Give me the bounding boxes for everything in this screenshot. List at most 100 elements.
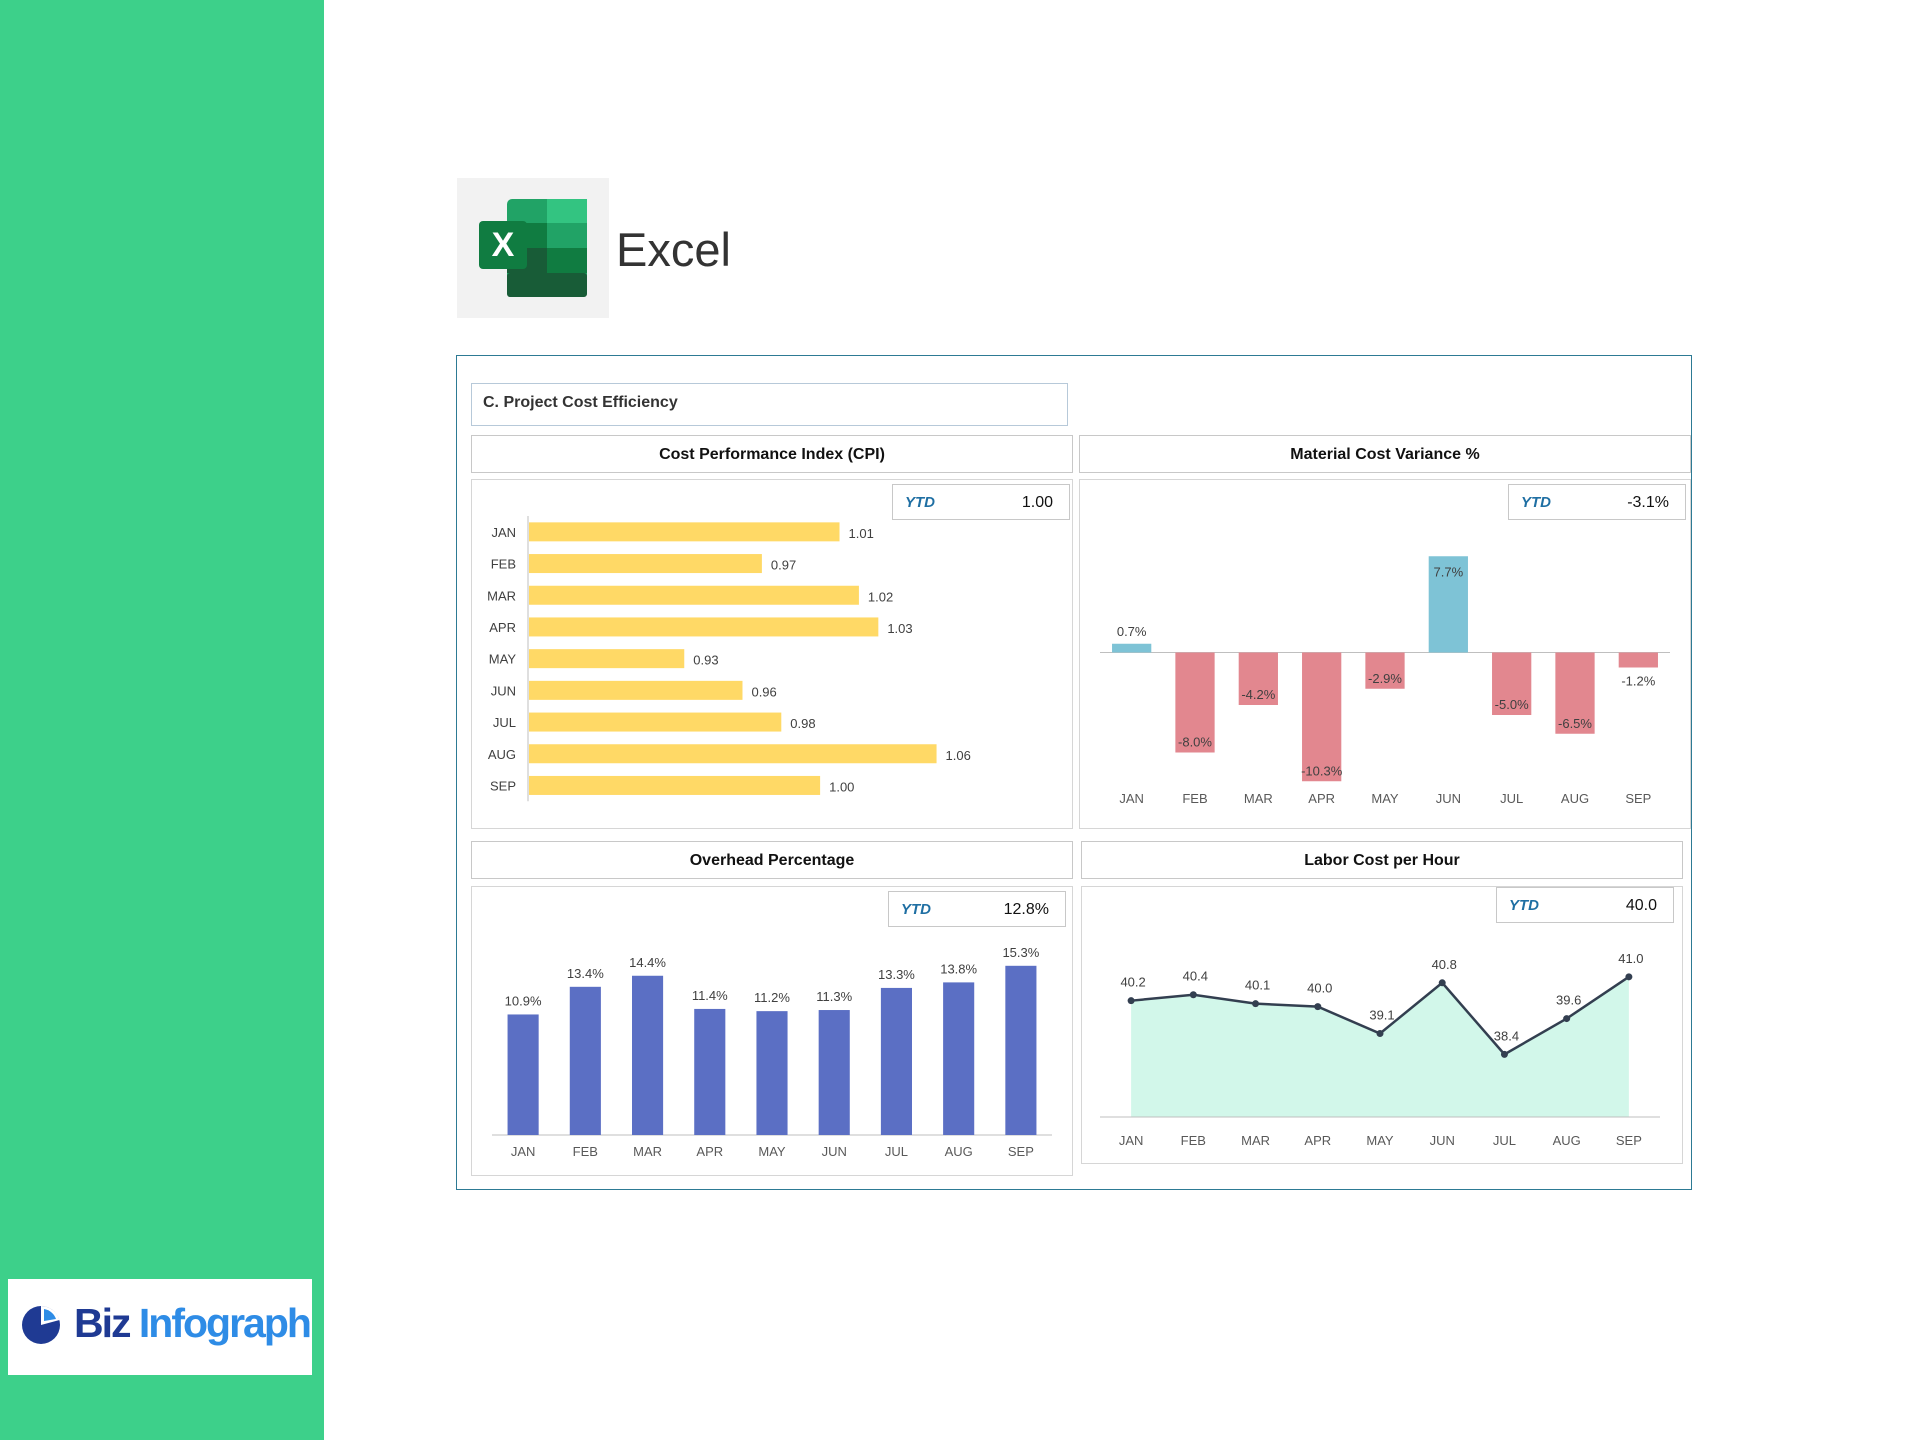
labor-data-label: 39.1: [1369, 1007, 1394, 1022]
labor-category-label: FEB: [1181, 1133, 1206, 1148]
labor-point: [1189, 991, 1197, 999]
cpi-category-label: APR: [489, 620, 516, 635]
labor-chart: 40.2 JAN 40.4 FEB 40.1 MAR 40.0 APR 39.1 MAY 40.8 J…: [1100, 951, 1660, 1148]
overhead-data-label: 11.2%: [754, 990, 790, 1005]
cpi-category-label: MAR: [487, 588, 516, 603]
material-ytd-label: YTD: [1521, 494, 1551, 511]
cpi-bar: [529, 744, 937, 764]
material-bar: [1112, 643, 1152, 653]
labor-panel: YTD 40.0 40.2 JAN 40.4 FEB 40.1 MAR 40.0 APR 39.…: [1081, 886, 1683, 1164]
material-bar: [1492, 652, 1532, 715]
overhead-bar: [756, 1011, 788, 1135]
logo-infograph-text: Infograph: [138, 1300, 312, 1346]
material-title: Material Cost Variance %: [1079, 435, 1691, 473]
material-data-label: -6.5%: [1558, 716, 1592, 731]
labor-data-label: 41.0: [1618, 951, 1643, 966]
cpi-chart: JAN 1.01 FEB 0.97 MAR 1.02 APR 1.03 MAY 0.93 JUN 0.…: [487, 516, 971, 802]
material-category-label: JUL: [1500, 791, 1523, 806]
labor-point: [1500, 1050, 1508, 1058]
overhead-bar: [943, 982, 975, 1135]
cpi-title: Cost Performance Index (CPI): [471, 435, 1073, 473]
overhead-data-label: 11.3%: [816, 989, 852, 1004]
sidebar: Biz Infograph: [0, 0, 324, 1440]
labor-data-label: 39.6: [1556, 993, 1581, 1008]
labor-point: [1625, 973, 1633, 981]
material-data-label: 7.7%: [1434, 564, 1464, 579]
overhead-category-label: MAR: [633, 1144, 662, 1159]
labor-category-label: APR: [1304, 1133, 1331, 1148]
overhead-bar: [1005, 965, 1037, 1135]
overhead-category-label: SEP: [1008, 1144, 1034, 1159]
cpi-bar: [529, 554, 762, 574]
excel-icon: X: [479, 199, 587, 297]
material-category-label: APR: [1308, 791, 1335, 806]
cpi-data-label: 1.00: [829, 779, 854, 794]
labor-category-label: MAY: [1366, 1133, 1394, 1148]
cpi-category-label: JUL: [493, 715, 516, 730]
overhead-ytd-label: YTD: [901, 901, 931, 918]
labor-point: [1314, 1003, 1322, 1011]
material-bar: [1175, 652, 1215, 753]
material-category-label: MAR: [1244, 791, 1273, 806]
app-name: Excel: [616, 223, 731, 276]
overhead-bar: [818, 1010, 850, 1135]
labor-data-label: 38.4: [1494, 1028, 1519, 1043]
section-title: C. Project Cost Efficiency: [471, 383, 1068, 426]
overhead-chart: 10.9% JAN 13.4% FEB 14.4% MAR 11.4% APR 11.2% MAY…: [492, 945, 1052, 1159]
cpi-data-label: 1.01: [849, 526, 874, 541]
labor-data-label: 40.4: [1183, 969, 1208, 984]
material-ytd-box: YTD -3.1%: [1508, 484, 1686, 520]
biz-infograph-logo[interactable]: Biz Infograph: [8, 1279, 312, 1375]
labor-category-label: JUL: [1493, 1133, 1516, 1148]
overhead-data-label: 10.9%: [505, 993, 542, 1008]
cpi-category-label: JUN: [491, 683, 516, 698]
labor-data-label: 40.2: [1120, 975, 1145, 990]
material-data-label: 0.7%: [1117, 624, 1147, 639]
overhead-data-label: 13.3%: [878, 967, 915, 982]
overhead-bar: [632, 975, 664, 1135]
material-bar: [1618, 652, 1658, 668]
labor-category-label: JAN: [1119, 1133, 1144, 1148]
cpi-category-label: MAY: [489, 652, 517, 667]
overhead-data-label: 14.4%: [629, 955, 666, 970]
labor-area: [1131, 976, 1629, 1117]
cpi-bar: [529, 522, 840, 542]
overhead-category-label: JAN: [511, 1144, 536, 1159]
cpi-data-label: 0.97: [771, 558, 796, 573]
cpi-bar: [529, 712, 782, 732]
overhead-bar: [569, 986, 601, 1135]
overhead-bar: [507, 1014, 539, 1135]
dashboard-frame: C. Project Cost Efficiency Cost Performa…: [456, 355, 1692, 1190]
material-bar: [1428, 556, 1468, 653]
svg-text:X: X: [492, 226, 515, 264]
cpi-category-label: FEB: [491, 557, 516, 572]
labor-point: [1376, 1029, 1384, 1037]
material-chart: 0.7% JAN -8.0% FEB -4.2% MAR -10.3% APR -2.9% MAY…: [1100, 556, 1670, 806]
overhead-data-label: 13.8%: [940, 961, 977, 976]
overhead-category-label: FEB: [573, 1144, 598, 1159]
material-category-label: JUN: [1436, 791, 1461, 806]
labor-point: [1563, 1015, 1571, 1023]
labor-point: [1252, 1000, 1260, 1008]
labor-data-label: 40.1: [1245, 978, 1270, 993]
overhead-ytd-value: 12.8%: [1003, 901, 1049, 918]
pie-logo-icon: [22, 1305, 60, 1344]
overhead-category-label: JUL: [885, 1144, 908, 1159]
overhead-ytd-box: YTD 12.8%: [888, 891, 1066, 927]
cpi-category-label: SEP: [490, 778, 516, 793]
labor-data-label: 40.0: [1307, 981, 1332, 996]
labor-ytd-box: YTD 40.0: [1496, 887, 1674, 923]
material-panel: YTD -3.1% 0.7% JAN -8.0% FEB -4.2% MAR -10.3% A…: [1079, 479, 1691, 829]
material-bar: [1302, 652, 1342, 782]
cpi-data-label: 1.06: [946, 748, 971, 763]
material-category-label: AUG: [1561, 791, 1589, 806]
cpi-bar: [529, 585, 859, 605]
cpi-bar: [529, 775, 821, 795]
cpi-category-label: JAN: [491, 525, 516, 540]
cpi-panel: YTD 1.00 JAN 1.01 FEB 0.97 MAR 1.02 APR 1.03 MAY…: [471, 479, 1073, 829]
labor-point: [1438, 979, 1446, 987]
material-data-label: -1.2%: [1621, 674, 1655, 689]
overhead-category-label: MAY: [758, 1144, 786, 1159]
overhead-category-label: JUN: [822, 1144, 847, 1159]
labor-category-label: MAR: [1241, 1133, 1270, 1148]
